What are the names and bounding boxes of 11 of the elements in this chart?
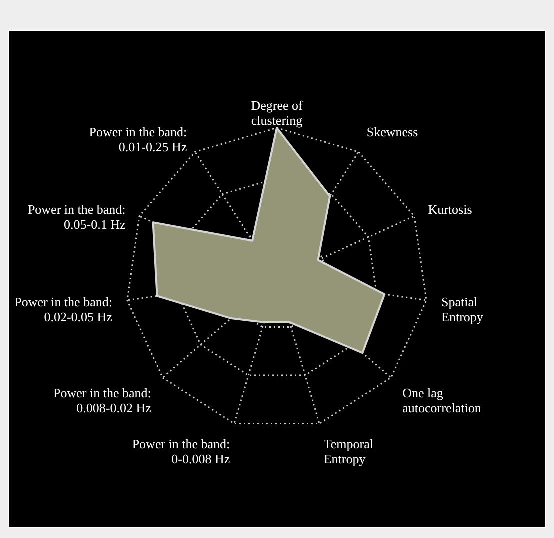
spoke-label: Power in the band: 0.008-0.02 Hz bbox=[54, 386, 152, 416]
spoke-label: Power in the band: 0-0.008 Hz bbox=[132, 436, 230, 466]
spoke-label: Skewness bbox=[366, 124, 418, 140]
spoke-label: Spatial Entropy bbox=[442, 294, 484, 325]
spoke-label: Power in the band: 0.05-0.1 Hz bbox=[28, 202, 126, 232]
spoke-label: One lag autocorrelation bbox=[402, 386, 482, 416]
spoke-label: Power in the band: 0.01-0.25 Hz bbox=[89, 124, 188, 154]
spoke-label: Power in the band: 0.02-0.05 Hz bbox=[14, 294, 113, 325]
spoke-label: Kurtosis bbox=[428, 202, 472, 218]
spoke-label: Temporal Entropy bbox=[324, 436, 374, 466]
spoke-label: Degree of clustering bbox=[251, 98, 304, 128]
